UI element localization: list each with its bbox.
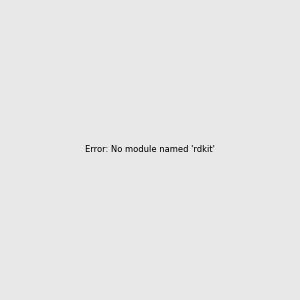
Text: Error: No module named 'rdkit': Error: No module named 'rdkit' [85, 146, 215, 154]
